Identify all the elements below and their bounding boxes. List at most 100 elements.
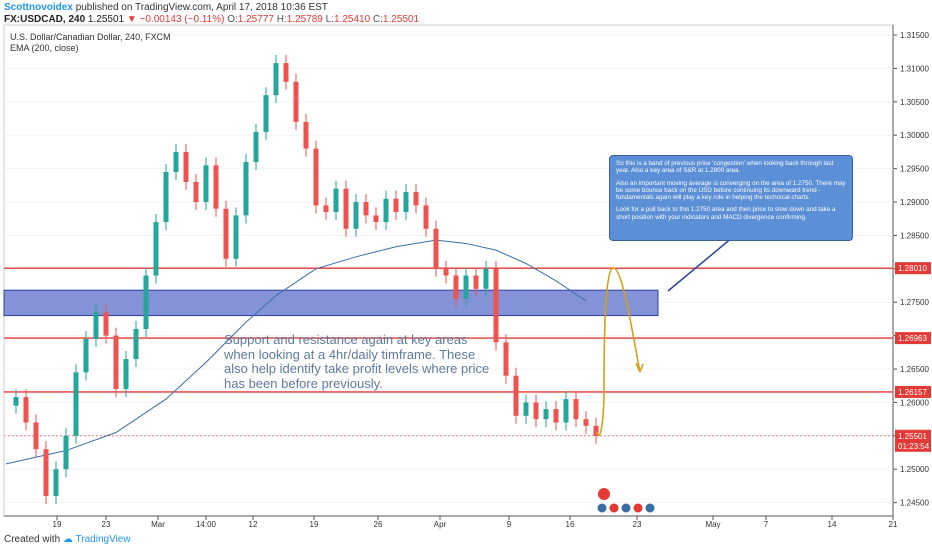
candle-body: [523, 402, 529, 416]
callout-paragraph: Also an important moving average is conv…: [616, 179, 846, 202]
candle-body: [193, 181, 199, 203]
x-tick-label: Mar: [151, 520, 165, 529]
canada-flag-icon: [598, 488, 610, 500]
y-tick-label: 1.28500: [900, 231, 929, 240]
instrument-legend: U.S. Dollar/Canadian Dollar, 240, FXCM: [10, 32, 171, 42]
x-tick-label: 12: [249, 520, 258, 529]
high-label: H:: [276, 14, 287, 25]
candle-body: [383, 198, 389, 223]
candle-body: [303, 121, 309, 149]
candle-body: [493, 268, 499, 343]
open-label: O:: [227, 14, 238, 25]
candle-body: [393, 198, 399, 213]
candle-body: [73, 372, 79, 436]
candle-body: [113, 335, 119, 390]
low-value: 1.25410: [333, 14, 371, 25]
x-tick-label: 14: [828, 520, 837, 529]
candle-body: [213, 165, 219, 209]
chart-header-line1: Scottnovoidex published on TradingView.c…: [4, 2, 328, 13]
candle-body: [453, 275, 459, 299]
created-with-label: Created with: [4, 534, 61, 545]
candle-body: [13, 397, 19, 406]
y-tick-label: 1.27500: [900, 298, 929, 307]
candle-body: [403, 192, 409, 213]
open-value: 1.25777: [237, 14, 274, 25]
y-tick-label: 1.30000: [900, 131, 929, 140]
y-tick-label: 1.24500: [900, 499, 929, 508]
close-label: C:: [372, 14, 383, 25]
high-value: 1.25789: [286, 14, 323, 25]
candle-body: [363, 202, 369, 216]
candle-body: [503, 342, 509, 376]
y-tick-label: 1.25000: [900, 465, 929, 474]
x-tick-label: 21: [889, 520, 898, 529]
candle-body: [203, 165, 209, 203]
y-tick-label: 1.26500: [900, 365, 929, 374]
projection-path: [596, 267, 641, 437]
sr-level-tag: [895, 385, 931, 398]
sr-level-label: 1.28010: [898, 264, 927, 273]
candle-body: [433, 228, 439, 269]
callout-pointer: [667, 236, 734, 292]
candle-body: [23, 397, 29, 423]
sr-level-tag: [895, 262, 931, 275]
x-tick-label: 7: [764, 520, 769, 529]
footer: Created with ☁ TradingView: [4, 534, 131, 545]
candle-body: [323, 205, 329, 213]
y-tick-label: 1.31000: [900, 64, 929, 73]
ema-line: [5, 239, 587, 465]
candle-body: [553, 409, 559, 423]
y-tick-label: 1.31500: [900, 31, 929, 40]
candle-body: [173, 151, 179, 172]
economic-event-icon: [608, 502, 620, 514]
tradingview-brand[interactable]: TradingView: [75, 534, 131, 545]
callout-paragraph: So this is a band of previous price 'con…: [616, 160, 834, 175]
candle-body: [123, 359, 129, 390]
candle-body: [273, 63, 279, 96]
candle-body: [63, 435, 69, 470]
close-value: 1.25501: [382, 14, 420, 25]
economic-event-icon: [620, 502, 632, 514]
candle-body: [263, 95, 269, 132]
candle-body: [253, 131, 259, 162]
chart-header-line2: FX:USDCAD, 240 1.25501 ▼ −0.00143 (−0.11…: [4, 14, 419, 25]
x-tick-label: 16: [566, 520, 575, 529]
x-tick-label: 19: [310, 520, 319, 529]
candle-body: [183, 151, 189, 182]
analysis-callout: So this is a band of previous price 'con…: [609, 155, 853, 241]
support-resistance-note: Support and resistance again at key area…: [224, 332, 490, 391]
candle-body: [103, 312, 109, 336]
countdown-label: 01:23:54: [898, 442, 930, 451]
candle-body: [243, 161, 249, 216]
candle-body: [163, 171, 169, 223]
x-tick-label: 23: [633, 520, 642, 529]
candle-body: [543, 409, 549, 420]
candle-body: [573, 399, 579, 420]
candle-body: [443, 268, 449, 276]
candle-body: [313, 148, 319, 206]
candle-body: [353, 202, 359, 229]
last-price: 1.25501: [87, 14, 125, 25]
ema-legend: EMA (200, close): [10, 43, 79, 53]
sr-level-label: 1.26157: [898, 388, 927, 397]
x-tick-label: 14:00: [196, 520, 217, 529]
y-tick-label: 1.30500: [900, 98, 929, 107]
candle-body: [53, 469, 59, 496]
published-text: published on TradingView.com, April 17, …: [75, 2, 328, 13]
candle-body: [483, 268, 489, 289]
candle-body: [593, 425, 599, 436]
candle-body: [43, 449, 49, 496]
candle-body: [333, 188, 339, 213]
candle-body: [563, 399, 569, 423]
candle-body: [513, 375, 519, 416]
price-change: ▼ −0.00143 (−0.11%): [126, 14, 225, 25]
author-link[interactable]: Scottnovoidex: [4, 2, 73, 13]
economic-event-icon: [644, 502, 656, 514]
projection-arrowhead: [635, 362, 644, 373]
x-tick-label: 26: [374, 520, 383, 529]
candle-body: [533, 402, 539, 420]
x-tick-label: 23: [102, 520, 111, 529]
y-tick-label: 1.29000: [900, 198, 929, 207]
candle-body: [93, 312, 99, 339]
